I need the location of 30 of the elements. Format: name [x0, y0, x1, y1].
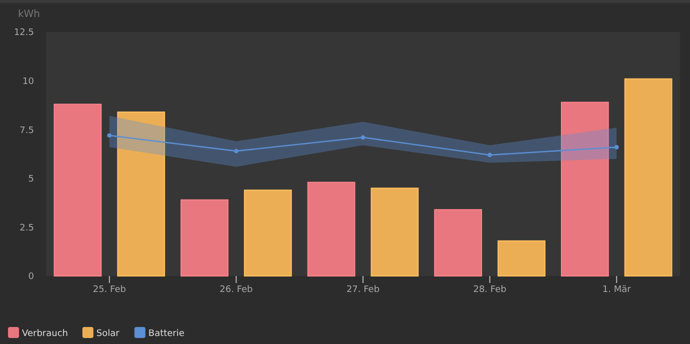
legend-label: Verbrauch: [22, 329, 68, 339]
y-tick-label: 0: [28, 272, 34, 282]
legend-label: Solar: [96, 329, 120, 339]
point: [234, 148, 238, 154]
x-tick-label: 26. Feb: [220, 285, 254, 295]
bar: [117, 112, 166, 276]
legend-label: Batterie: [148, 329, 185, 339]
y-tick-label: 10: [22, 76, 34, 87]
y-tick-label: 7.5: [20, 126, 34, 136]
x-tick-label: 28. Feb: [473, 285, 507, 295]
point: [614, 144, 619, 150]
y-tick-label: 2.5: [20, 223, 34, 234]
y-tick-label: 12.5: [14, 28, 34, 38]
bar: [307, 182, 356, 276]
bar: [180, 199, 228, 276]
point: [107, 133, 112, 138]
y-tick-label: 5: [28, 174, 34, 185]
bar: [54, 104, 102, 276]
bar: [434, 209, 482, 276]
bar: [624, 78, 672, 276]
y-axis-title: kWh: [18, 9, 40, 20]
point: [360, 135, 366, 140]
bar: [498, 240, 546, 276]
bar: [560, 102, 609, 276]
x-tick-label: 25. Feb: [92, 285, 126, 295]
bar: [370, 188, 419, 276]
x-tick-label: 1. Mär: [602, 285, 632, 295]
bar: [244, 190, 292, 276]
x-tick-label: 27. Feb: [346, 285, 380, 295]
point: [488, 152, 492, 158]
